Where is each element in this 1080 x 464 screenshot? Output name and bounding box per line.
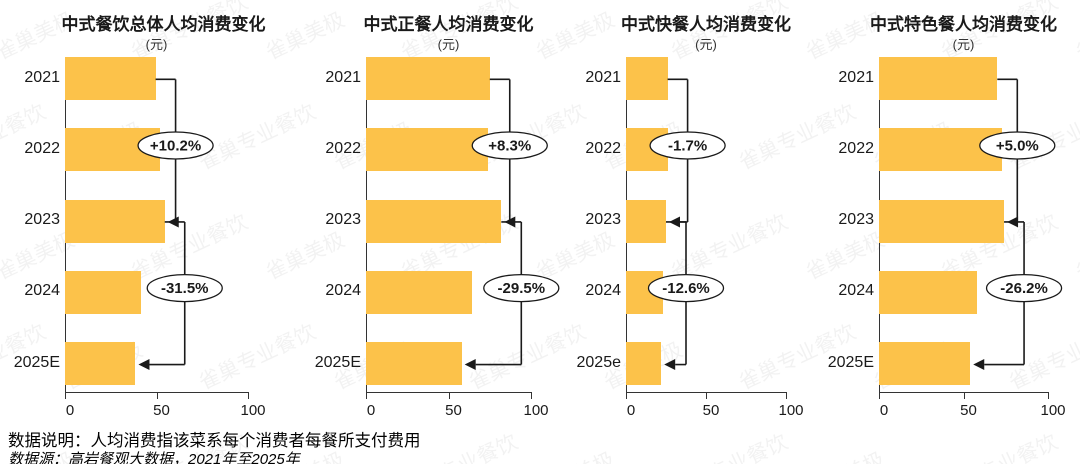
- svg-text:+10.2%: +10.2%: [150, 138, 201, 155]
- svg-text:-31.5%: -31.5%: [161, 280, 209, 297]
- svg-text:-1.7%: -1.7%: [668, 138, 707, 155]
- svg-text:-12.6%: -12.6%: [662, 280, 710, 297]
- svg-text:+8.3%: +8.3%: [488, 138, 531, 155]
- svg-text:+5.0%: +5.0%: [996, 138, 1039, 155]
- svg-text:-29.5%: -29.5%: [498, 280, 546, 297]
- svg-text:-26.2%: -26.2%: [1000, 280, 1048, 297]
